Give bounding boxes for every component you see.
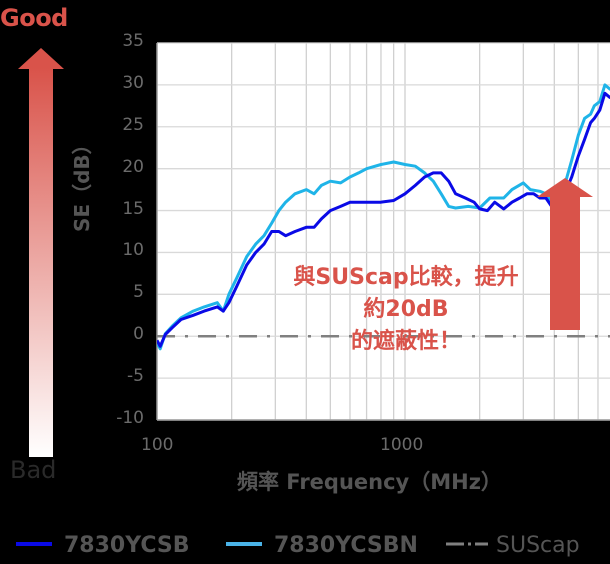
callout-annotation: 與SUScap比較，提升 約20dB 的遮蔽性！ bbox=[262, 262, 550, 358]
good-label: Good bbox=[0, 4, 68, 32]
legend-swatch-7830ycsb bbox=[16, 542, 52, 546]
legend-label-7830ycsbn: 7830YCSBN bbox=[274, 533, 418, 558]
legend-label-7830ycsb: 7830YCSB bbox=[64, 533, 190, 558]
x-tick-100: 100 bbox=[141, 435, 174, 455]
callout-line-3: 的遮蔽性！ bbox=[350, 329, 461, 354]
good-bad-arrow-icon bbox=[18, 48, 64, 457]
x-axis-title: 頻率 Frequency（MHz） bbox=[237, 470, 502, 494]
legend-swatch-suscap bbox=[446, 542, 488, 546]
legend-item-7830ycsb: 7830YCSB bbox=[16, 533, 190, 558]
y-tick-30: 30 bbox=[122, 72, 144, 93]
y-tick-35: 35 bbox=[122, 31, 144, 51]
y-tick-0: 0 bbox=[133, 324, 144, 345]
legend-label-suscap: SUScap bbox=[496, 533, 580, 558]
y-tick--5: -5 bbox=[127, 366, 144, 387]
bad-label: Bad bbox=[10, 456, 57, 484]
y-tick-15: 15 bbox=[122, 198, 144, 219]
series-line-7830ycsb bbox=[157, 91, 610, 348]
series-line-7830ycsbn bbox=[157, 83, 610, 351]
x-tick-1000: 1000 bbox=[380, 435, 424, 455]
callout-line-2: 約20dB bbox=[363, 297, 449, 322]
legend-item-7830ycsbn: 7830YCSBN bbox=[226, 533, 418, 558]
y-tick-20: 20 bbox=[122, 156, 144, 177]
y-tick-10: 10 bbox=[122, 240, 144, 261]
y-tick-25: 25 bbox=[122, 114, 144, 135]
y-tick-5: 5 bbox=[133, 282, 144, 303]
plot-background bbox=[157, 43, 610, 420]
callout-line-1: 與SUScap比較，提升 bbox=[293, 265, 519, 290]
legend-swatch-7830ycsbn bbox=[226, 542, 262, 546]
improvement-arrow-icon bbox=[537, 178, 593, 330]
y-tick--10: -10 bbox=[116, 408, 144, 428]
legend-item-suscap: SUScap bbox=[446, 533, 580, 558]
